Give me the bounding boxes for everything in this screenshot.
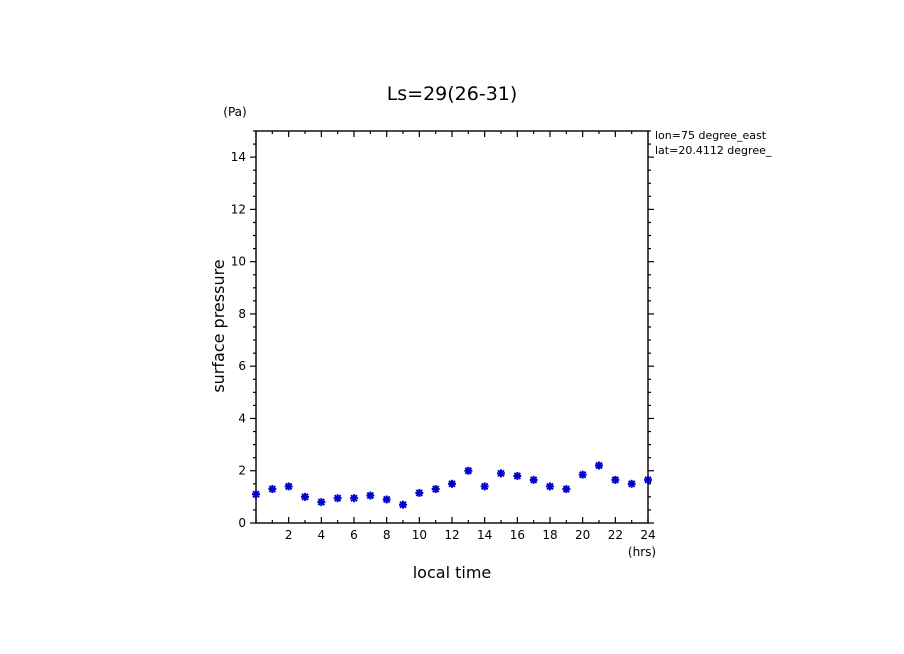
marker-stroke (252, 490, 260, 498)
data-point (480, 482, 489, 491)
marker-stroke (529, 476, 538, 484)
x-tick-label: 14 (477, 528, 492, 542)
x-tick-label: 12 (444, 528, 459, 542)
data-point (464, 466, 473, 475)
data-point (301, 492, 309, 501)
marker-stroke (301, 493, 309, 501)
marker-stroke (578, 470, 587, 479)
y-tick-label: 2 (238, 464, 246, 478)
chart-title: Ls=29(26-31) (387, 83, 518, 105)
marker-stroke (350, 494, 358, 502)
marker-stroke (431, 485, 440, 493)
data-point (252, 490, 260, 499)
data-point (382, 495, 391, 504)
data-point (562, 485, 571, 494)
x-tick-label: 4 (318, 528, 326, 542)
marker-stroke (284, 482, 293, 491)
marker-stroke (627, 480, 636, 488)
marker-stroke (644, 476, 652, 484)
data-point (578, 470, 587, 479)
data-point (366, 491, 375, 500)
x-tick-label: 2 (285, 528, 293, 542)
axis-ticks (250, 130, 654, 524)
data-point (431, 485, 440, 494)
y-tick-label: 12 (231, 202, 246, 216)
x-tick-label: 16 (510, 528, 525, 542)
data-point (627, 479, 636, 488)
marker-stroke (464, 467, 473, 475)
marker-stroke (595, 461, 603, 470)
x-tick-label: 24 (640, 528, 655, 542)
data-point (546, 482, 554, 491)
marker-stroke (399, 500, 407, 509)
marker-stroke (546, 482, 554, 491)
x-tick-label: 8 (383, 528, 391, 542)
marker-stroke (268, 485, 277, 493)
x-axis-label: local time (413, 563, 492, 582)
data-point (350, 494, 358, 503)
y-unit-label: (Pa) (223, 105, 246, 119)
data-point (595, 461, 603, 470)
marker-stroke (497, 469, 505, 478)
y-tick-label: 6 (238, 359, 246, 373)
marker-stroke (611, 476, 620, 484)
x-tick-label: 20 (575, 528, 590, 542)
data-point (611, 475, 620, 484)
data-point (284, 482, 293, 491)
data-point (415, 488, 424, 497)
annotation-lat: lat=20.4112 degree_ (655, 144, 772, 157)
marker-stroke (415, 489, 424, 497)
x-unit-label: (hrs) (628, 545, 656, 559)
marker-stroke (317, 498, 326, 506)
data-point (644, 475, 652, 484)
marker-stroke (382, 495, 391, 504)
x-tick-label: 18 (542, 528, 557, 542)
y-tick-label: 4 (238, 411, 246, 425)
marker-stroke (562, 485, 571, 493)
data-point (333, 494, 342, 503)
data-points (252, 461, 652, 509)
marker-stroke (448, 480, 456, 488)
y-axis-label: surface pressure (209, 259, 228, 392)
data-point (448, 479, 456, 488)
data-point (268, 485, 277, 494)
data-point (497, 469, 505, 478)
data-point (317, 498, 326, 507)
marker-stroke (480, 482, 489, 491)
y-tick-label: 8 (238, 307, 246, 321)
data-point (399, 500, 407, 509)
y-tick-label: 14 (231, 150, 246, 164)
x-tick-label: 22 (608, 528, 623, 542)
marker-stroke (513, 472, 522, 480)
marker-stroke (333, 494, 342, 502)
marker-stroke (366, 491, 375, 500)
y-tick-label: 0 (238, 516, 246, 530)
data-point (529, 475, 538, 484)
data-point (513, 471, 522, 480)
plot-frame (255, 130, 649, 524)
x-tick-label: 6 (350, 528, 358, 542)
annotation-lon: lon=75 degree_east (655, 129, 767, 142)
y-tick-label: 10 (231, 255, 246, 269)
x-tick-label: 10 (412, 528, 427, 542)
